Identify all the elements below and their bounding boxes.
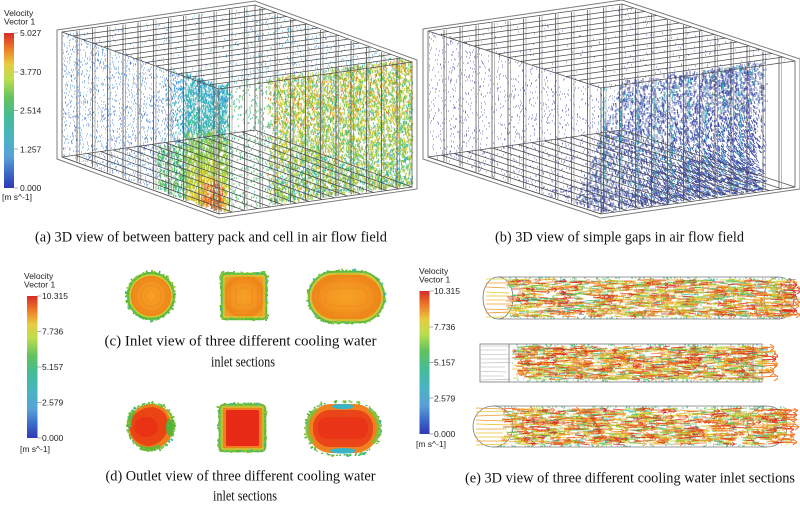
svg-text:[m s^-1]: [m s^-1] <box>2 192 32 202</box>
svg-text:2.579: 2.579 <box>434 394 456 404</box>
svg-text:inlet sections: inlet sections <box>211 355 275 371</box>
svg-text:5.157: 5.157 <box>42 362 64 372</box>
svg-text:5.027: 5.027 <box>20 28 42 38</box>
svg-text:1.257: 1.257 <box>20 145 42 155</box>
svg-text:0.000: 0.000 <box>20 183 42 193</box>
svg-text:Velocity: Velocity <box>4 8 34 18</box>
svg-text:10.315: 10.315 <box>434 286 460 296</box>
svg-text:0.000: 0.000 <box>42 433 64 443</box>
svg-text:[m s^-1]: [m s^-1] <box>20 444 50 454</box>
svg-text:5.157: 5.157 <box>434 358 456 368</box>
svg-text:3.770: 3.770 <box>20 67 42 77</box>
svg-text:(e) 3D view of three different: (e) 3D view of three different cooling w… <box>465 471 795 487</box>
svg-text:[m s^-1]: [m s^-1] <box>416 439 446 449</box>
svg-text:Velocity: Velocity <box>24 271 54 281</box>
svg-text:10.315: 10.315 <box>42 291 68 301</box>
svg-text:Velocity: Velocity <box>419 266 449 276</box>
svg-text:7.736: 7.736 <box>42 327 64 337</box>
svg-text:(d) Outlet view of three diffe: (d) Outlet view of three different cooli… <box>106 469 376 485</box>
svg-text:(c) Inlet view of three differ: (c) Inlet view of three different coolin… <box>105 334 377 350</box>
svg-text:(a) 3D view of between battery: (a) 3D view of between battery pack and … <box>35 230 387 246</box>
svg-text:0.000: 0.000 <box>434 429 456 439</box>
svg-text:2.579: 2.579 <box>42 398 64 408</box>
svg-text:Vector 1: Vector 1 <box>419 275 450 285</box>
svg-text:7.736: 7.736 <box>434 322 456 332</box>
svg-text:Vector 1: Vector 1 <box>24 280 55 290</box>
svg-text:inlet sections: inlet sections <box>213 489 277 504</box>
svg-text:Vector 1: Vector 1 <box>4 17 35 27</box>
svg-text:(b) 3D view of simple gaps in: (b) 3D view of simple gaps in air flow f… <box>495 230 744 246</box>
svg-text:2.514: 2.514 <box>20 106 42 116</box>
